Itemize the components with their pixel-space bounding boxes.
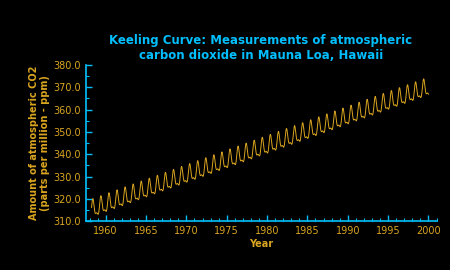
Title: Keeling Curve: Measurements of atmospheric
carbon dioxide in Mauna Loa, Hawaii: Keeling Curve: Measurements of atmospher… [109,34,413,62]
X-axis label: Year: Year [249,239,273,249]
Y-axis label: Amount of atmospheric CO2
(parts per million - ppm): Amount of atmospheric CO2 (parts per mil… [29,66,50,220]
